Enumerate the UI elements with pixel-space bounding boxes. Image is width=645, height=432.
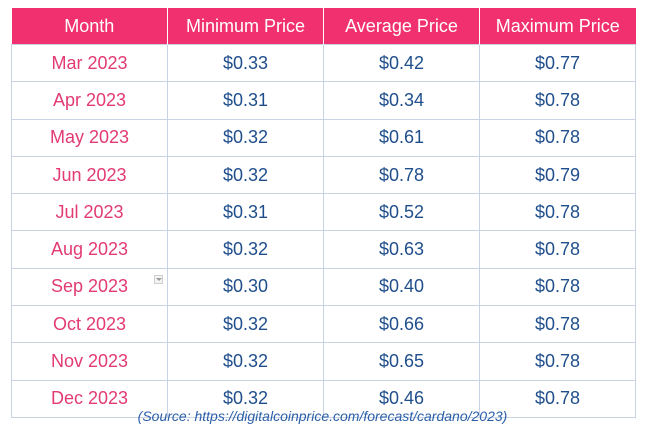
cell-maximum-price: $0.77 <box>479 43 636 83</box>
table-row: Oct 2023 $0.32 $0.66 $0.78 <box>11 305 636 344</box>
cell-average-price: $0.42 <box>323 43 480 83</box>
cell-average-price: $0.52 <box>323 193 480 232</box>
source-caption: (Source: https://digitalcoinprice.com/fo… <box>137 408 508 424</box>
cell-maximum-price: $0.79 <box>479 155 636 195</box>
cell-minimum-price: $0.32 <box>167 118 324 157</box>
cell-minimum-price: $0.32 <box>167 342 324 381</box>
cell-average-price: $0.66 <box>323 305 480 344</box>
cell-average-price: $0.78 <box>323 155 480 195</box>
cell-minimum-price: $0.33 <box>167 43 324 83</box>
cell-minimum-price: $0.30 <box>167 267 324 307</box>
cell-minimum-price: $0.32 <box>167 305 324 344</box>
cell-month: Jun 2023 <box>11 155 168 195</box>
cell-month: Jul 2023 <box>11 193 168 232</box>
dropdown-marker-icon[interactable] <box>154 274 163 284</box>
cell-average-price: $0.61 <box>323 118 480 157</box>
cell-maximum-price: $0.78 <box>479 342 636 381</box>
cell-month: May 2023 <box>11 118 168 157</box>
cell-average-price: $0.40 <box>323 267 480 307</box>
price-table-container: Month Minimum Price Average Price Maximu… <box>11 8 636 418</box>
cell-minimum-price: $0.31 <box>167 193 324 232</box>
table-row: Apr 2023 $0.31 $0.34 $0.78 <box>11 81 636 120</box>
cell-month: Apr 2023 <box>11 81 168 120</box>
cell-average-price: $0.63 <box>323 230 480 269</box>
table-row: Aug 2023 $0.32 $0.63 $0.78 <box>11 230 636 269</box>
table-row: Jun 2023 $0.32 $0.78 $0.79 <box>11 155 636 195</box>
cell-maximum-price: $0.78 <box>479 81 636 120</box>
cell-month: Aug 2023 <box>11 230 168 269</box>
cell-maximum-price: $0.78 <box>479 379 636 418</box>
price-table: Month Minimum Price Average Price Maximu… <box>11 8 636 418</box>
cell-month: Nov 2023 <box>11 342 168 381</box>
cell-average-price: $0.34 <box>323 81 480 120</box>
cell-minimum-price: $0.32 <box>167 155 324 195</box>
header-row: Month Minimum Price Average Price Maximu… <box>11 8 636 45</box>
cell-maximum-price: $0.78 <box>479 193 636 232</box>
cell-month-label: Sep 2023 <box>50 276 129 297</box>
table-header: Month Minimum Price Average Price Maximu… <box>11 8 636 45</box>
table-row: May 2023 $0.32 $0.61 $0.78 <box>11 118 636 157</box>
cell-maximum-price: $0.78 <box>479 305 636 344</box>
cell-month: Oct 2023 <box>11 305 168 344</box>
cell-maximum-price: $0.78 <box>479 230 636 269</box>
cell-month: Dec 2023 <box>11 379 168 418</box>
cell-maximum-price: $0.78 <box>479 267 636 307</box>
table-row: Jul 2023 $0.31 $0.52 $0.78 <box>11 193 636 232</box>
table-body: Mar 2023 $0.33 $0.42 $0.77 Apr 2023 $0.3… <box>11 43 636 418</box>
table-row: Dec 2023 $0.32 $0.46 $0.78 <box>11 379 636 418</box>
cell-month: Mar 2023 <box>11 43 168 83</box>
header-month: Month <box>11 8 168 45</box>
cell-minimum-price: $0.31 <box>167 81 324 120</box>
cell-month-sep: Sep 2023 <box>11 267 168 307</box>
cell-maximum-price: $0.78 <box>479 118 636 157</box>
cell-minimum-price: $0.32 <box>167 379 324 418</box>
header-maximum-price: Maximum Price <box>479 8 636 45</box>
header-average-price: Average Price <box>323 8 480 45</box>
cell-average-price: $0.65 <box>323 342 480 381</box>
table-row: Nov 2023 $0.32 $0.65 $0.78 <box>11 342 636 381</box>
header-minimum-price: Minimum Price <box>167 8 324 45</box>
table-row: Mar 2023 $0.33 $0.42 $0.77 <box>11 43 636 83</box>
table-row: Sep 2023 $0.30 $0.40 $0.78 <box>11 267 636 307</box>
cell-minimum-price: $0.32 <box>167 230 324 269</box>
